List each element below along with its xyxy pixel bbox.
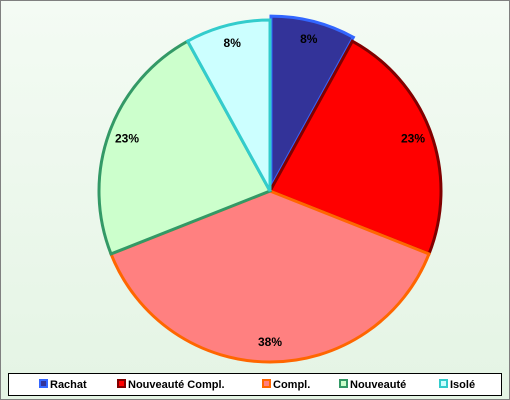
data-label: 8% xyxy=(300,32,318,46)
legend-marker xyxy=(339,379,348,388)
legend-label: Rachat xyxy=(50,379,87,391)
pie-slice xyxy=(97,39,273,256)
data-label: 8% xyxy=(224,36,242,50)
legend-label: Isolé xyxy=(450,379,475,391)
legend-label: Nouveauté Compl. xyxy=(128,379,225,391)
pie: 8% 23% 38% 23% 8% xyxy=(97,14,443,364)
data-label: 23% xyxy=(115,132,139,146)
legend-label: Compl. xyxy=(273,379,310,391)
legend-marker xyxy=(262,379,271,388)
legend-marker xyxy=(39,379,48,388)
pie-slice xyxy=(109,189,431,364)
data-label: 38% xyxy=(258,335,282,349)
legend-marker xyxy=(117,379,126,388)
data-label: 23% xyxy=(401,132,425,146)
legend-label: Nouveauté xyxy=(350,379,406,391)
legend-box xyxy=(8,373,502,396)
pie-slice xyxy=(269,14,356,188)
pie-slice xyxy=(185,18,272,192)
legend: Rachat Nouveauté Compl. Compl. Nouveauté Iso… xyxy=(39,379,475,391)
pie-slice xyxy=(267,39,443,256)
legend-marker xyxy=(439,379,448,388)
